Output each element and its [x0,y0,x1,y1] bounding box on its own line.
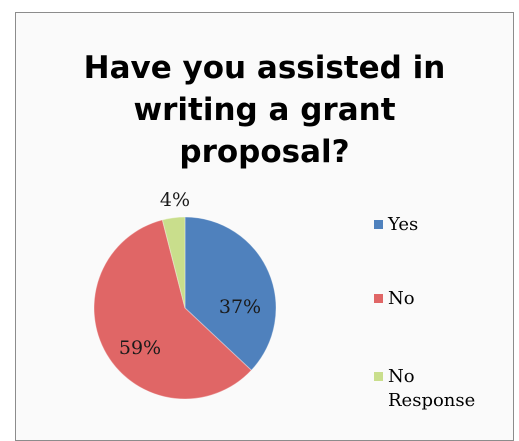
chart-title-line: writing a grant [133,92,396,128]
data-label-yes: 37% [219,296,261,318]
data-label-no-response: 4% [160,189,190,211]
legend-label: Yes [388,214,419,235]
legend-swatch-no [374,294,383,303]
chart-title: Have you assisted in writing a grant pro… [16,47,513,173]
pie-slice-no [93,219,253,400]
legend-swatch-yes [374,220,383,229]
pie-slice-yes [184,216,277,372]
chart-frame: Have you assisted in writing a grant pro… [15,12,514,441]
pie-chart: 37% 59% 4% [93,189,277,400]
pie-slice-no-response [161,216,186,309]
legend-label: No Response [388,366,476,411]
legend-swatch-no-response [374,372,383,381]
chart-title-line: proposal? [179,134,350,170]
legend-label: No [388,288,415,309]
chart-title-line: Have you assisted in [83,50,446,86]
data-label-no: 59% [119,337,161,359]
